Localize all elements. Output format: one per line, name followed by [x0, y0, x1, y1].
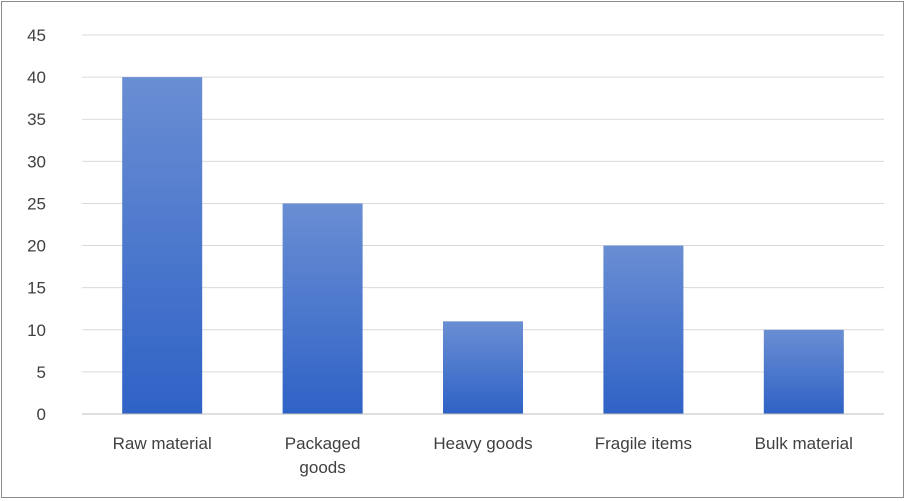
y-tick-label: 45	[27, 26, 46, 45]
x-tick-label-line: Raw material	[113, 434, 212, 453]
x-tick-label-line: Heavy goods	[433, 434, 532, 453]
bar-fragile-items	[603, 245, 684, 414]
y-tick-label: 25	[27, 194, 46, 213]
x-tick-label: Raw material	[113, 434, 212, 453]
y-tick-label: 40	[27, 68, 46, 87]
x-tick-label-line: Packaged	[285, 434, 361, 453]
y-tick-label: 5	[37, 363, 46, 382]
bar-heavy-goods	[443, 321, 523, 414]
y-tick-label: 30	[27, 152, 46, 171]
bars	[122, 77, 844, 414]
y-axis-ticks: 0 5 10 15 20 25 30 35 40 45	[27, 26, 46, 424]
y-tick-label: 35	[27, 110, 46, 129]
x-tick-label-line: Bulk material	[755, 434, 853, 453]
gridlines	[82, 34, 884, 373]
y-tick-label: 15	[27, 279, 46, 298]
y-tick-label: 10	[27, 321, 46, 340]
y-tick-label: 0	[37, 405, 46, 424]
x-tick-label: Bulk material	[755, 434, 853, 453]
x-tick-label: Packaged goods	[285, 434, 361, 477]
x-tick-label-line: Fragile items	[595, 434, 692, 453]
x-tick-label-line: goods	[299, 458, 345, 477]
bar-bulk-material	[763, 329, 844, 414]
x-axis-labels: Raw material Packaged goods Heavy goods Frag…	[113, 434, 853, 477]
bar-raw-material	[122, 77, 203, 414]
x-tick-label: Fragile items	[595, 434, 692, 453]
bar-packaged-goods	[282, 203, 363, 414]
x-tick-label: Heavy goods	[433, 434, 532, 453]
y-tick-label: 20	[27, 237, 46, 256]
